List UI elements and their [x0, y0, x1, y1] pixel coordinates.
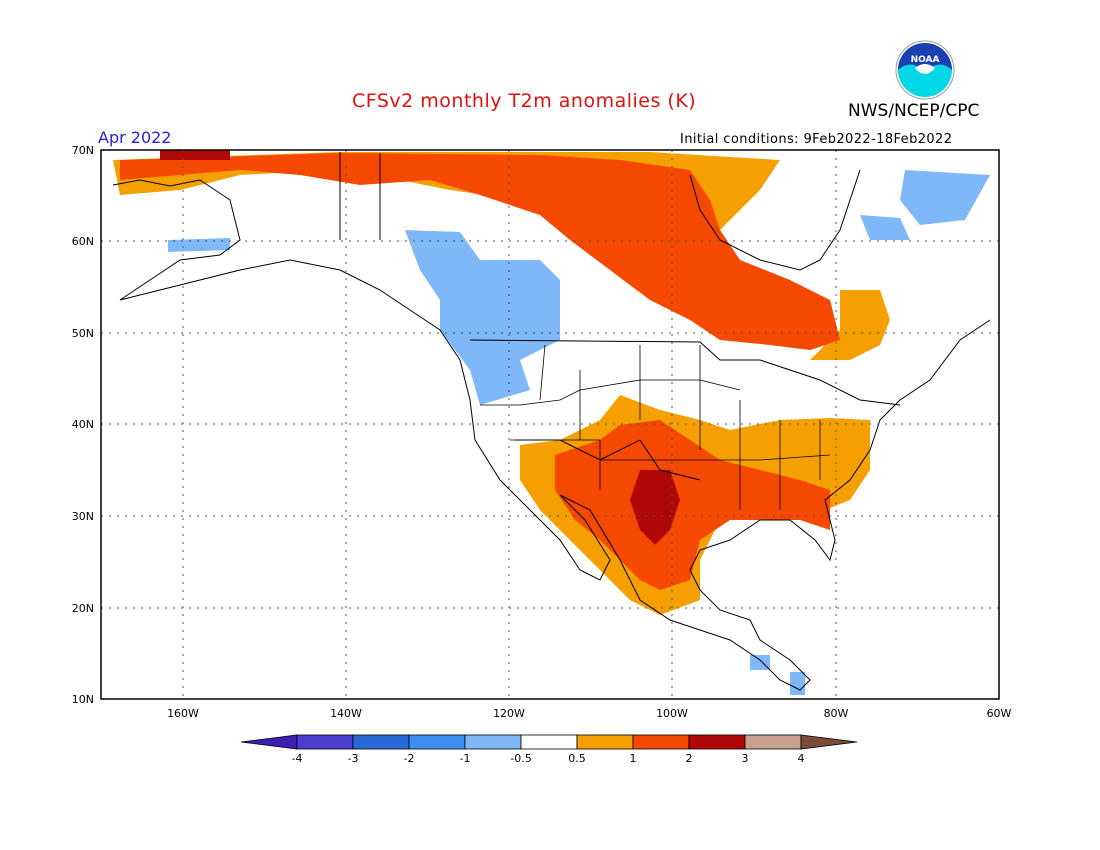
lon-label: 80W [824, 707, 849, 720]
cool-region-northwest [405, 230, 560, 405]
colorbar-segment [632, 734, 690, 750]
cool-region-panama [790, 672, 805, 695]
lon-label: 160W [167, 707, 199, 720]
colorbar-segment [408, 734, 466, 750]
lon-label: 120W [493, 707, 525, 720]
colorbar-segment [464, 734, 522, 750]
colorbar-tick-label: 3 [742, 752, 749, 765]
lon-label: 100W [656, 707, 688, 720]
anomaly-shading [113, 150, 990, 695]
colorbar-tick-label: 0.5 [568, 752, 586, 765]
cool-region-labrador [860, 215, 910, 240]
warm-region-south [555, 420, 830, 590]
longitude-labels: 160W 140W 120W 100W 80W 60W [167, 707, 1011, 720]
lat-label: 40N [72, 418, 94, 431]
cool-region-alaska-west [168, 238, 230, 252]
lat-label: 60N [72, 235, 94, 248]
lon-label: 60W [987, 707, 1012, 720]
colorbar-tick-label: -0.5 [510, 752, 531, 765]
colorbar-tick-label: 4 [798, 752, 805, 765]
coastlines [112, 152, 991, 691]
agency-label: NWS/NCEP/CPC [848, 101, 980, 121]
forecast-month: Apr 2022 [98, 128, 172, 147]
colorbar-labels: -4 -3 -2 -1 -0.5 0.5 1 2 3 4 [292, 752, 805, 765]
warm-dark-region-texas [630, 470, 680, 545]
warm-region-north [120, 153, 840, 350]
initial-conditions: Initial conditions: 9Feb2022-18Feb2022 [680, 132, 953, 147]
lat-label: 30N [72, 510, 94, 523]
colorbar-segment [240, 734, 298, 750]
lat-label: 10N [72, 693, 94, 706]
lon-label: 140W [330, 707, 362, 720]
svg-text:NOAA: NOAA [911, 55, 940, 65]
state-borders [480, 344, 831, 510]
lat-label: 20N [72, 602, 94, 615]
colorbar-segment [744, 734, 802, 750]
colorbar-tick-label: -1 [460, 752, 471, 765]
graticule [101, 150, 999, 699]
colorbar-tick-label: 2 [686, 752, 693, 765]
colorbar-tick-label: 1 [630, 752, 637, 765]
chart-title: CFSv2 monthly T2m anomalies (K) [352, 90, 697, 112]
noaa-logo-icon: NOAA [895, 40, 955, 100]
colorbar-segment [800, 734, 858, 750]
lat-label: 70N [72, 144, 94, 157]
latitude-labels: 70N 60N 50N 40N 30N 20N 10N [72, 144, 94, 706]
colorbar-segment [576, 734, 634, 750]
map-frame [100, 149, 1000, 700]
colorbar-segment [688, 734, 746, 750]
cool-region-centralamerica [750, 655, 770, 670]
colorbar-tick-label: -3 [348, 752, 359, 765]
colorbar-tick-label: -2 [404, 752, 415, 765]
colorbar-tick-label: -4 [292, 752, 303, 765]
colorbar-segment [296, 734, 354, 750]
cool-region-northeast [900, 170, 990, 225]
warm-dark-region-alaska [160, 150, 230, 160]
colorbar-segment [520, 734, 578, 750]
colorbar [240, 734, 858, 750]
colorbar-segment [352, 734, 410, 750]
lat-label: 50N [72, 327, 94, 340]
